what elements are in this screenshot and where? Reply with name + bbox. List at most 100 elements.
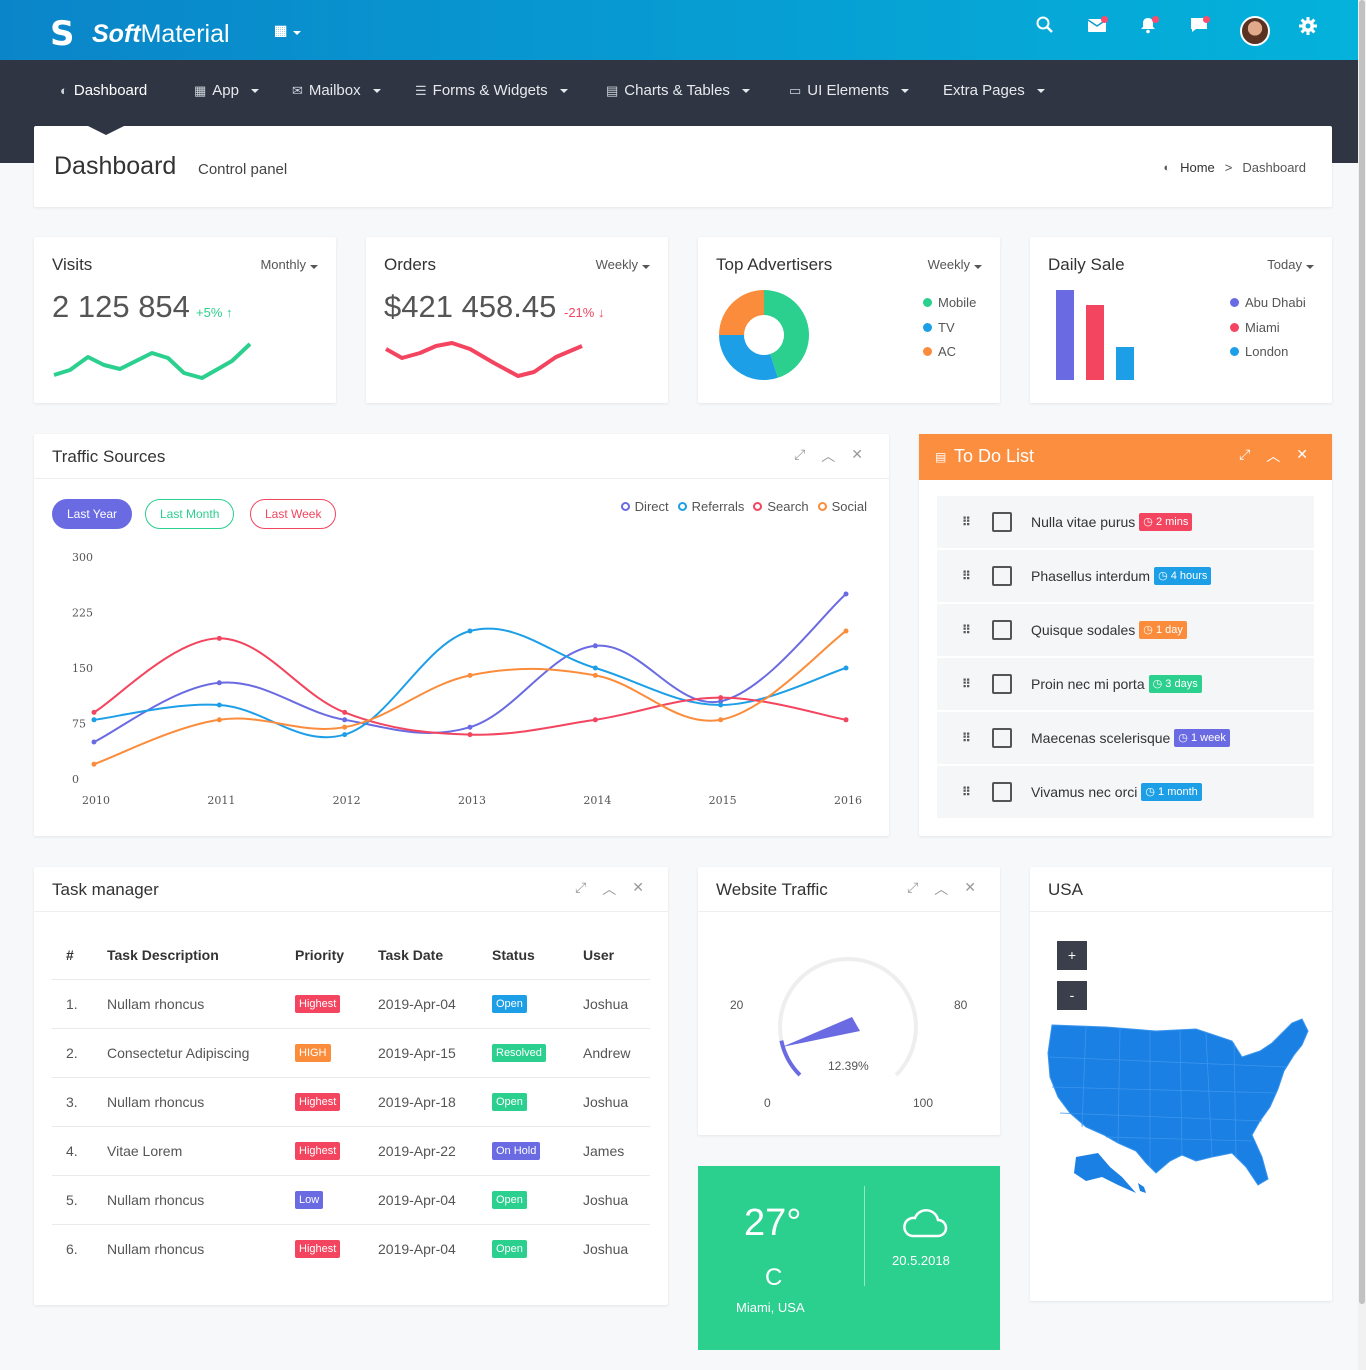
last-month-button[interactable]: Last Month (145, 499, 235, 529)
todo-item[interactable]: ⠿ Nulla vitae purus ◷ 2 mins (937, 496, 1314, 548)
close-icon[interactable]: ✕ (964, 879, 976, 895)
col-header: # (66, 946, 74, 963)
task-description: Consectetur Adipiscing (107, 1027, 295, 1077)
table-row[interactable]: 5. Nullam rhoncus Low 2019-Apr-04 Open Joshua (52, 1174, 650, 1224)
breadcrumb: ◐ Home > Dashboard (1163, 160, 1306, 175)
card-divider (34, 478, 889, 479)
task-table: # Task Description Priority Task Date St… (52, 931, 650, 1273)
bar-miami (1086, 305, 1104, 380)
mail-icon[interactable] (1084, 16, 1110, 44)
zoom-out-button[interactable]: - (1057, 981, 1087, 1010)
brand-logo[interactable]: S SoftMaterial (50, 14, 230, 54)
table-row[interactable]: 6. Nullam rhoncus Highest 2019-Apr-04 Open Jo… (52, 1223, 650, 1273)
clock-icon: ◷ (1178, 732, 1188, 744)
y-tick-label: 75 (72, 718, 86, 731)
drag-handle-icon[interactable]: ⠿ (962, 515, 971, 529)
orders-period: Weekly (595, 257, 638, 272)
drag-handle-icon[interactable]: ⠿ (962, 677, 971, 691)
dashboard-icon: ◐ (60, 83, 68, 98)
todo-checkbox[interactable] (992, 620, 1012, 640)
last-week-button[interactable]: Last Week (250, 499, 337, 529)
collapse-icon[interactable]: ︿ (934, 881, 949, 897)
close-icon[interactable]: ✕ (632, 879, 644, 895)
todo-checkbox[interactable] (992, 674, 1012, 694)
data-point (342, 724, 348, 730)
todo-item[interactable]: ⠿ Quisque sodales ◷ 1 day (937, 604, 1314, 656)
nav-dashboard[interactable]: ◐ Dashboard (60, 82, 147, 99)
nav-charts-tables[interactable]: ▤ Charts & Tables (606, 82, 750, 99)
legend-label: Miami (1245, 319, 1280, 335)
drag-handle-icon[interactable]: ⠿ (962, 623, 971, 637)
clock-icon: ◷ (1143, 624, 1153, 636)
todo-item[interactable]: ⠿ Phasellus interdum ◷ 4 hours (937, 550, 1314, 602)
data-point (467, 724, 473, 730)
data-point (843, 628, 849, 634)
fullscreen-icon[interactable]: ⤢ (794, 446, 806, 462)
task-status-cell: Open (492, 1174, 583, 1224)
card-tools: ⤢ ︿ ✕ (907, 879, 976, 899)
visits-sparkline (53, 342, 252, 380)
drag-handle-icon[interactable]: ⠿ (962, 569, 971, 583)
fullscreen-icon[interactable]: ⤢ (907, 879, 919, 895)
page-scrollbar[interactable] (1358, 0, 1366, 1370)
nav-app[interactable]: ▦ App (194, 82, 259, 99)
fullscreen-icon[interactable]: ⤢ (1239, 446, 1251, 462)
usa-map-card: USA + - (1030, 867, 1332, 1301)
card-divider (34, 911, 668, 912)
gear-icon[interactable] (1295, 16, 1321, 44)
x-tick-label: 2011 (207, 794, 235, 807)
apps-grid-icon[interactable]: ▦ (274, 22, 302, 39)
todo-checkbox[interactable] (992, 782, 1012, 802)
nav-label: Charts & Tables (624, 82, 730, 99)
daily-sale-period-select[interactable]: Today (1267, 257, 1314, 272)
zoom-in-button[interactable]: + (1057, 941, 1087, 970)
collapse-icon[interactable]: ︿ (1266, 448, 1281, 464)
breadcrumb-home[interactable]: Home (1180, 160, 1215, 175)
traffic-title: Traffic Sources (52, 447, 166, 466)
data-point (216, 680, 222, 686)
table-row[interactable]: 4. Vitae Lorem Highest 2019-Apr-22 On Hold Ja… (52, 1125, 650, 1175)
nav-mailbox[interactable]: ✉ Mailbox (292, 82, 381, 99)
usa-map[interactable] (1046, 1017, 1318, 1197)
collapse-icon[interactable]: ︿ (602, 881, 617, 897)
bell-icon[interactable] (1135, 16, 1161, 44)
advertisers-period-select[interactable]: Weekly (928, 257, 982, 272)
daily-sale-period: Today (1267, 257, 1302, 272)
table-row[interactable]: 3. Nullam rhoncus Highest 2019-Apr-18 Open Jo… (52, 1076, 650, 1126)
col-header: User (583, 946, 615, 963)
avatar[interactable] (1240, 16, 1270, 46)
todo-checkbox[interactable] (992, 728, 1012, 748)
gauge-tick-0: 0 (764, 1096, 771, 1110)
drag-handle-icon[interactable]: ⠿ (962, 785, 971, 799)
collapse-icon[interactable]: ︿ (821, 448, 836, 464)
todo-badge-text: 2 mins (1155, 516, 1189, 528)
weather-date: 20.5.2018 (892, 1253, 950, 1268)
laptop-icon: ▭ (789, 82, 802, 98)
nav-forms-widgets[interactable]: ☰ Forms & Widgets (415, 82, 568, 99)
scrollbar-thumb[interactable] (1359, 0, 1365, 1304)
close-icon[interactable]: ✕ (851, 446, 863, 462)
todo-checkbox[interactable] (992, 566, 1012, 586)
orders-period-select[interactable]: Weekly (596, 257, 650, 272)
todo-item[interactable]: ⠿ Maecenas scelerisque ◷ 1 week (937, 712, 1314, 764)
todo-item[interactable]: ⠿ Vivamus nec orci ◷ 1 month (937, 766, 1314, 818)
nav-extra-pages[interactable]: Extra Pages (943, 82, 1045, 99)
table-row[interactable]: 2. Consectetur Adipiscing HIGH 2019-Apr-15 R… (52, 1027, 650, 1077)
visits-period-select[interactable]: Monthly (260, 257, 318, 272)
data-point (843, 717, 849, 723)
close-icon[interactable]: ✕ (1296, 446, 1308, 462)
todo-text: Phasellus interdum (1031, 568, 1151, 584)
drag-handle-icon[interactable]: ⠿ (962, 731, 971, 745)
todo-item[interactable]: ⠿ Proin nec mi porta ◷ 3 days (937, 658, 1314, 710)
traffic-sources-card: Traffic Sources ⤢ ︿ ✕ Last Year Last Month… (34, 434, 889, 836)
data-point (592, 672, 598, 678)
chat-icon[interactable] (1186, 16, 1212, 44)
arrow-down-icon: ↓ (597, 305, 605, 320)
fullscreen-icon[interactable]: ⤢ (575, 879, 587, 895)
search-icon[interactable] (1032, 16, 1058, 44)
todo-checkbox[interactable] (992, 512, 1012, 532)
last-year-button[interactable]: Last Year (52, 499, 133, 529)
nav-ui-elements[interactable]: ▭ UI Elements (789, 82, 909, 99)
table-row[interactable]: 1. Nullam rhoncus Highest 2019-Apr-04 Open Jo… (52, 978, 650, 1028)
bar-abu-dhabi (1056, 290, 1074, 380)
